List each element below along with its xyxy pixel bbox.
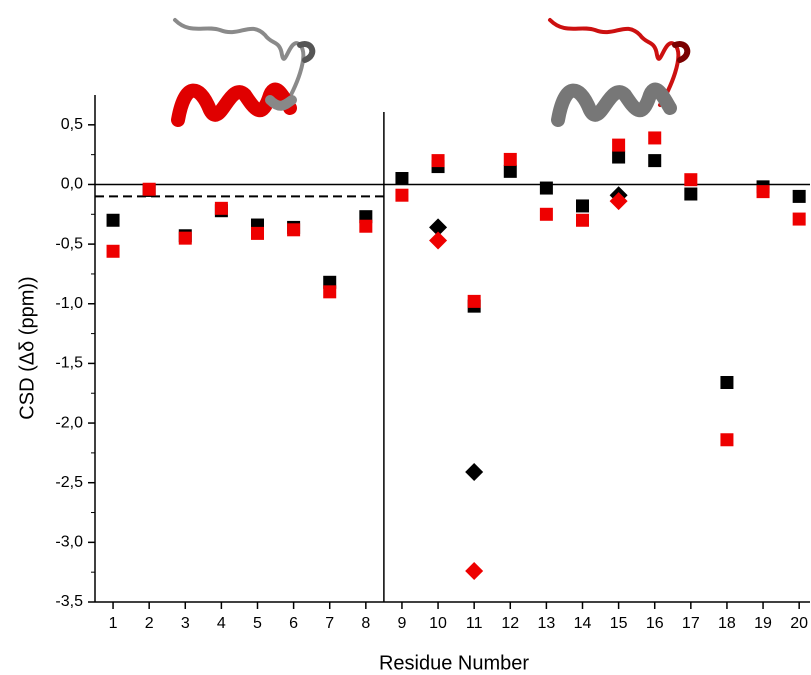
- square-point: [539, 207, 553, 221]
- protein-right: [548, 18, 691, 127]
- x-tick-label: 4: [217, 615, 226, 632]
- square-point: [648, 131, 662, 145]
- square-point: [684, 173, 698, 187]
- square-point: [106, 213, 120, 227]
- x-tick-label: 2: [145, 615, 154, 632]
- x-axis-title: Residue Number: [379, 652, 529, 674]
- square-point: [467, 294, 481, 308]
- square-point: [576, 199, 589, 213]
- square-point: [178, 231, 192, 245]
- square-point: [684, 187, 698, 201]
- square-point: [287, 223, 301, 237]
- diamond-point: [465, 462, 484, 481]
- y-axis-title: CSD (Δδ (ppm)): [16, 276, 38, 419]
- square-point: [359, 219, 373, 233]
- square-point: [576, 213, 589, 227]
- y-tick-label: -3,0: [55, 534, 83, 551]
- y-tick-label: -0,5: [55, 235, 83, 252]
- square-point: [395, 188, 409, 202]
- square-point: [106, 244, 120, 258]
- square-point: [792, 189, 806, 203]
- y-tick-label: -2,0: [55, 414, 83, 431]
- y-tick-label: -2,5: [55, 474, 83, 491]
- y-tick-label: 0,0: [61, 176, 83, 193]
- x-tick-label: 7: [325, 615, 334, 632]
- x-tick-label: 9: [397, 615, 406, 632]
- square-point: [612, 150, 626, 164]
- square-point: [612, 138, 626, 152]
- x-tick-label: 20: [790, 615, 808, 632]
- x-tick-label: 18: [718, 615, 736, 632]
- square-point: [395, 172, 409, 186]
- x-tick-label: 14: [574, 615, 592, 632]
- y-tick-label: -1,5: [55, 355, 83, 372]
- diamond-point: [429, 231, 448, 250]
- x-tick-label: 5: [253, 615, 262, 632]
- y-tick-label: -1,0: [55, 295, 83, 312]
- y-tick-label: 0,5: [61, 116, 83, 133]
- x-tick-label: 15: [610, 615, 628, 632]
- diamond-point: [429, 218, 448, 237]
- x-tick-label: 19: [754, 615, 772, 632]
- x-tick-label: 17: [682, 615, 700, 632]
- square-point: [431, 154, 445, 168]
- x-tick-label: 10: [429, 615, 447, 632]
- x-tick-label: 8: [361, 615, 370, 632]
- y-tick-label: -3,5: [55, 593, 83, 610]
- square-point: [503, 164, 517, 178]
- square-point: [792, 212, 806, 226]
- square-point: [251, 226, 264, 240]
- diamond-point: [465, 561, 484, 580]
- diamond-point: [609, 192, 628, 211]
- x-tick-label: 12: [501, 615, 519, 632]
- square-point: [142, 182, 156, 196]
- protein-left: [171, 18, 316, 127]
- square-point: [323, 285, 337, 299]
- square-point: [720, 375, 734, 389]
- square-point: [503, 152, 517, 166]
- square-point: [756, 185, 770, 199]
- x-tick-label: 1: [109, 615, 118, 632]
- x-tick-label: 13: [537, 615, 555, 632]
- x-tick-label: 16: [646, 615, 664, 632]
- square-point: [539, 181, 553, 195]
- square-point: [648, 154, 662, 168]
- x-tick-label: 11: [466, 615, 483, 632]
- square-point: [720, 433, 734, 447]
- x-tick-label: 6: [289, 615, 298, 632]
- square-point: [214, 201, 228, 215]
- x-tick-label: 3: [181, 615, 190, 632]
